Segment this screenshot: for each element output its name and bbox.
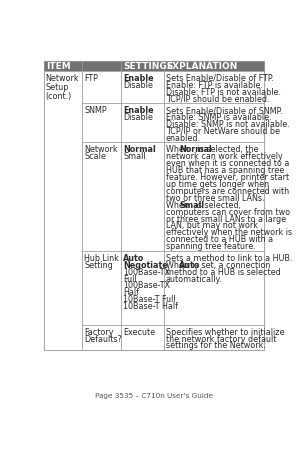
Text: method to a HUB is selected: method to a HUB is selected [166,267,280,276]
Text: Factory: Factory [84,327,114,336]
Text: When: When [166,200,191,209]
Text: connected to a HUB with a: connected to a HUB with a [166,235,273,244]
Text: 10Base-T Half: 10Base-T Half [123,301,178,311]
Text: even when it is connected to a: even when it is connected to a [166,159,289,168]
Bar [164,143,264,251]
Text: Enable: Enable [123,74,154,82]
Text: is selected,: is selected, [193,200,241,209]
Text: 100Base-TX: 100Base-TX [123,281,170,290]
Text: 100Base-TX: 100Base-TX [123,267,170,276]
Bar [164,104,264,143]
Text: computers are connected with: computers are connected with [166,187,289,195]
Text: spanning tree feature.: spanning tree feature. [166,242,256,250]
Text: Sets Enable/Disable of FTP.: Sets Enable/Disable of FTP. [166,74,274,82]
Text: Setting: Setting [84,260,113,269]
Text: Small: Small [123,152,146,161]
Text: Enable: SNMP is available.: Enable: SNMP is available. [166,113,272,122]
Text: Normal: Normal [179,145,212,154]
Text: Network: Network [84,145,118,154]
Bar [121,143,164,251]
Text: Scale: Scale [84,152,106,161]
Text: up time gets longer when: up time gets longer when [166,180,269,188]
Text: 10Base-T Full: 10Base-T Full [123,294,176,304]
Text: Disable: FTP is not available.: Disable: FTP is not available. [166,88,281,96]
Text: feature. However, printer start: feature. However, printer start [166,173,289,181]
Bar [44,72,82,350]
Text: Negotiate: Negotiate [123,260,168,269]
Bar [164,62,264,72]
Text: Enable: FTP is available.: Enable: FTP is available. [166,81,262,89]
Text: Enable: Enable [123,106,154,115]
Text: settings for the Network.: settings for the Network. [166,341,266,350]
Text: Disable: Disable [123,113,153,122]
Bar [164,72,264,104]
Bar [82,143,121,251]
Text: or three small LANs to a large: or three small LANs to a large [166,214,286,223]
Text: Execute: Execute [123,327,155,336]
Text: Half: Half [123,288,139,297]
Text: Normal: Normal [123,145,156,154]
Bar [164,251,264,325]
Text: ITEM: ITEM [46,62,70,71]
Bar [82,72,121,104]
Bar [121,251,164,325]
Text: Disable: Disable [123,81,153,89]
Bar [121,72,164,104]
Bar [82,62,121,72]
Bar [82,104,121,143]
Text: enabled.: enabled. [166,133,201,143]
Text: Sets Enable/Disable of SNMP.: Sets Enable/Disable of SNMP. [166,106,282,115]
Bar [44,62,264,350]
Text: HUB that has a spanning tree: HUB that has a spanning tree [166,166,284,175]
Text: TCP/IP or NetWare should be: TCP/IP or NetWare should be [166,126,280,136]
Text: Auto: Auto [123,253,144,262]
Text: Small: Small [179,200,204,209]
Bar [121,104,164,143]
Text: Full: Full [123,274,137,283]
Text: automatically.: automatically. [166,274,222,283]
Text: Page 3535 – C710n User's Guide: Page 3535 – C710n User's Guide [95,392,213,398]
Text: SNMP: SNMP [84,106,107,115]
Text: FTP: FTP [84,74,98,82]
Bar [121,325,164,350]
Text: TCP/IP should be enabled.: TCP/IP should be enabled. [166,94,269,103]
Bar [164,325,264,350]
Text: is set, a connection: is set, a connection [190,260,270,269]
Text: Auto: Auto [179,260,200,269]
Text: is selected, the: is selected, the [195,145,259,154]
Text: Network
Setup
(cont.): Network Setup (cont.) [46,74,79,100]
Text: Hub Link: Hub Link [84,253,119,262]
Text: network can work effectively: network can work effectively [166,152,283,161]
Text: Sets a method to link to a HUB.: Sets a method to link to a HUB. [166,253,292,262]
Bar [44,62,82,72]
Text: computers can cover from two: computers can cover from two [166,207,290,216]
Text: the network factory default: the network factory default [166,334,276,343]
Text: LAN, but may not work: LAN, but may not work [166,221,258,230]
Bar [82,251,121,325]
Text: EXPLANATION: EXPLANATION [166,62,237,71]
Text: SETTINGS: SETTINGS [123,62,173,71]
Bar [121,62,164,72]
Text: Defaults?: Defaults? [84,334,122,343]
Text: When: When [166,260,191,269]
Text: When: When [166,145,191,154]
Bar [82,325,121,350]
Text: Disable: SNMP is not available.: Disable: SNMP is not available. [166,119,290,129]
Text: effectively when the network is: effectively when the network is [166,228,292,237]
Text: two or three small LANs.: two or three small LANs. [166,194,264,202]
Text: Specifies whether to initialize: Specifies whether to initialize [166,327,284,336]
